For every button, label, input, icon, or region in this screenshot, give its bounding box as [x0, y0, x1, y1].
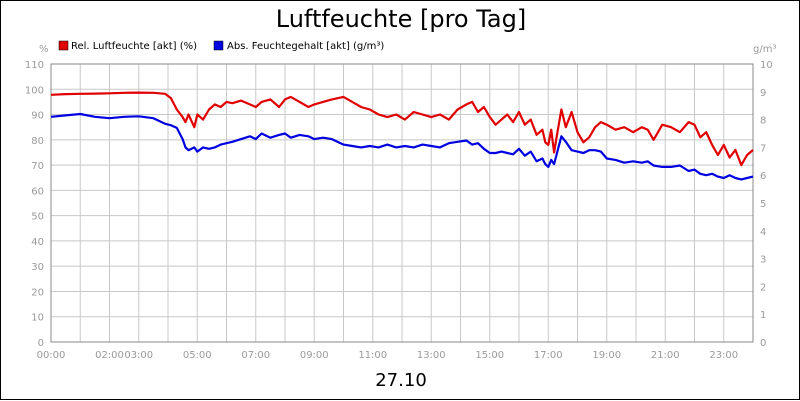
y-left-tick-label: 100 [25, 85, 44, 96]
y-left-tick-label: 50 [31, 212, 44, 223]
y-left-tick-label: 30 [31, 262, 44, 273]
y-left-tick-label: 110 [25, 60, 44, 71]
y-right-tick-label: 10 [760, 60, 773, 71]
x-tick-label: 07:00 [241, 350, 270, 361]
y-right-tick-label: 3 [760, 255, 766, 266]
series-line-abs-feuchtegehalt [50, 112, 754, 181]
y-left-tick-label: 70 [31, 161, 44, 172]
y-left-tick-label: 20 [31, 287, 44, 298]
legend-swatch-rel [58, 40, 69, 51]
y-left-tick-label: 0 [38, 338, 44, 349]
grid [50, 63, 754, 343]
y-left-unit: % [39, 44, 49, 55]
date-label: 27.10 [375, 370, 427, 391]
y-right-tick-label: 7 [760, 143, 766, 154]
x-tick-label: 17:00 [534, 350, 563, 361]
y-right-tick-label: 6 [760, 171, 766, 182]
y-right-tick-label: 1 [760, 310, 766, 321]
y-left-tick-label: 80 [31, 136, 44, 147]
plot-area [50, 63, 754, 343]
y-right-tick-label: 5 [760, 199, 766, 210]
x-tick-label: 09:00 [300, 350, 329, 361]
x-tick-label: 11:00 [358, 350, 387, 361]
series-line-rel-luftfeuchte [50, 91, 754, 167]
x-tick-label: 15:00 [475, 350, 504, 361]
legend-label-rel: Rel. Luftfeuchte [akt] (%) [71, 41, 197, 52]
legend-swatch-abs [213, 40, 224, 51]
y-right-tick-label: 2 [760, 282, 766, 293]
series [50, 91, 754, 181]
x-tick-label: 05:00 [183, 350, 212, 361]
y-left-tick-label: 40 [31, 237, 44, 248]
y-right-tick-label: 0 [760, 338, 766, 349]
y-right-tick-label: 8 [760, 116, 766, 127]
x-tick-label: 02:00 [95, 350, 124, 361]
y-right-tick-label: 4 [760, 227, 766, 238]
plot-border [50, 63, 754, 343]
y-right-unit: g/m³ [753, 44, 776, 55]
x-tick-label: 23:00 [709, 350, 738, 361]
y-right-ticks: 0 1 2 3 4 5 6 7 8 9 10 [760, 60, 773, 349]
y-right-tick-label: 9 [760, 88, 766, 99]
chart-title: Luftfeuchte [pro Tag] [276, 5, 526, 33]
y-left-tick-label: 10 [31, 313, 44, 324]
x-tick-label: 19:00 [592, 350, 621, 361]
y-left-tick-label: 60 [31, 186, 44, 197]
x-tick-label: 13:00 [417, 350, 446, 361]
x-tick-label: 21:00 [651, 350, 680, 361]
x-tick-label: 00:00 [37, 350, 66, 361]
y-left-tick-label: 90 [31, 111, 44, 122]
legend-label-abs: Abs. Feuchtegehalt [akt] (g/m³) [227, 41, 384, 52]
x-ticks: 00:00 02:00 03:00 05:00 07:00 09:00 11:00 13:00… [37, 350, 739, 361]
legend: Rel. Luftfeuchte [akt] (%) Abs. Feuchteg… [58, 40, 384, 52]
x-tick-label: 03:00 [124, 350, 153, 361]
y-left-ticks: 0 10 20 30 40 50 60 70 80 90 100 110 [25, 60, 44, 349]
